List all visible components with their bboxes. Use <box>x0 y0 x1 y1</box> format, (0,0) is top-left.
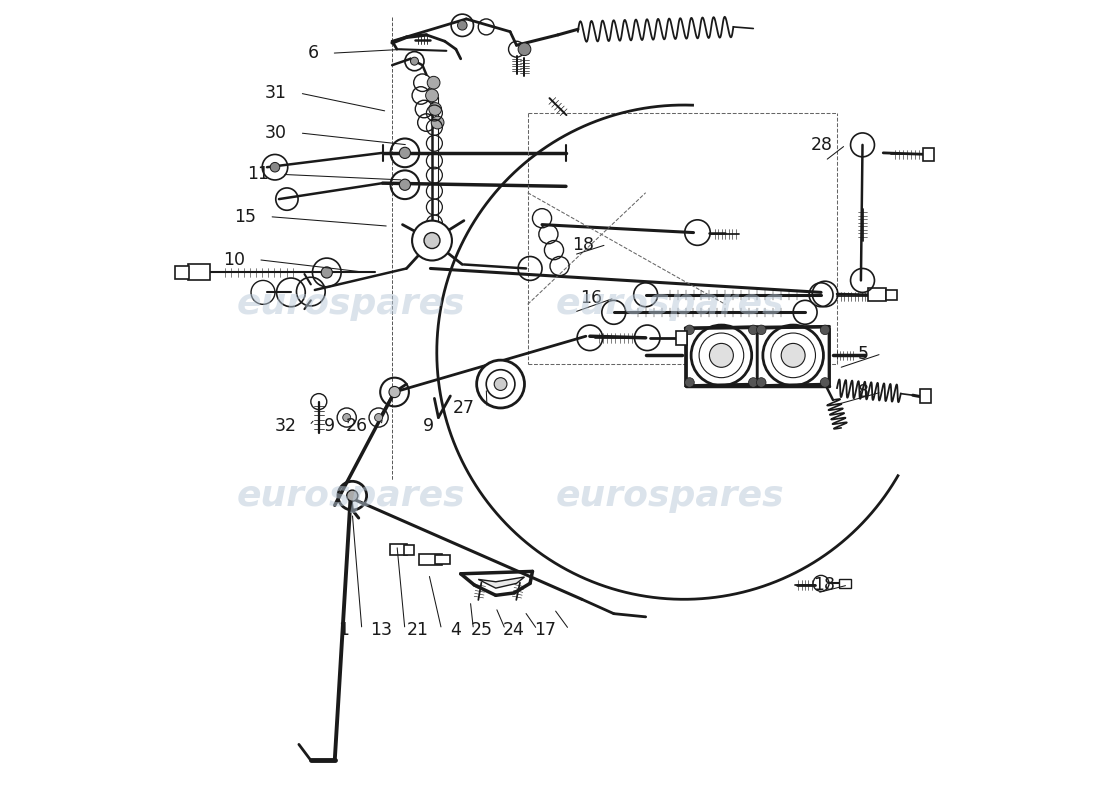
Circle shape <box>424 233 440 249</box>
Text: 25: 25 <box>471 621 493 638</box>
Text: 17: 17 <box>535 621 557 638</box>
Text: 18: 18 <box>813 576 835 594</box>
Circle shape <box>343 414 351 422</box>
Text: 24: 24 <box>503 621 525 638</box>
Bar <box>175 266 189 279</box>
Text: 18: 18 <box>572 235 594 254</box>
Circle shape <box>748 378 758 387</box>
Circle shape <box>271 162 279 172</box>
Bar <box>868 288 886 301</box>
Bar <box>886 290 896 299</box>
Text: 9: 9 <box>323 417 334 434</box>
Text: 32: 32 <box>275 417 297 434</box>
Circle shape <box>426 89 439 102</box>
Text: eurospares: eurospares <box>556 287 784 322</box>
Circle shape <box>458 21 468 30</box>
Bar <box>923 148 934 161</box>
Bar <box>419 554 441 565</box>
Circle shape <box>476 360 525 408</box>
Circle shape <box>821 378 829 387</box>
Bar <box>676 330 688 345</box>
Circle shape <box>321 267 332 278</box>
Bar <box>839 578 851 588</box>
Text: 27: 27 <box>452 399 474 417</box>
Circle shape <box>684 378 694 387</box>
Text: 31: 31 <box>265 84 287 102</box>
Polygon shape <box>478 577 525 588</box>
Bar <box>404 545 414 554</box>
Text: 9: 9 <box>424 417 434 434</box>
Text: 16: 16 <box>580 289 602 307</box>
Circle shape <box>710 343 734 367</box>
Circle shape <box>399 147 410 158</box>
Circle shape <box>781 343 805 367</box>
Circle shape <box>431 116 444 129</box>
Text: 6: 6 <box>308 44 319 62</box>
Circle shape <box>748 325 758 334</box>
Circle shape <box>684 325 694 334</box>
Text: eurospares: eurospares <box>236 478 465 513</box>
Text: 5: 5 <box>858 345 869 362</box>
Bar <box>389 544 407 555</box>
Circle shape <box>429 102 441 115</box>
Circle shape <box>821 325 829 334</box>
Text: 8: 8 <box>858 383 869 401</box>
Circle shape <box>494 378 507 390</box>
Text: 13: 13 <box>370 621 392 638</box>
Circle shape <box>518 43 531 56</box>
Circle shape <box>757 325 766 334</box>
Text: eurospares: eurospares <box>236 287 465 322</box>
Circle shape <box>375 414 383 422</box>
Bar <box>920 389 932 403</box>
Circle shape <box>410 57 418 65</box>
Circle shape <box>346 490 358 502</box>
Text: 26: 26 <box>346 417 368 434</box>
Text: 30: 30 <box>265 124 287 142</box>
Text: 11: 11 <box>248 166 270 183</box>
Text: 21: 21 <box>407 621 429 638</box>
Bar <box>436 554 450 564</box>
Text: 4: 4 <box>450 621 461 638</box>
Polygon shape <box>685 326 757 386</box>
Text: 10: 10 <box>223 250 245 269</box>
Text: 15: 15 <box>234 208 256 226</box>
Circle shape <box>757 378 766 387</box>
Text: 28: 28 <box>811 136 833 154</box>
Circle shape <box>399 179 410 190</box>
Polygon shape <box>757 326 829 386</box>
Text: 1: 1 <box>338 621 349 638</box>
Text: eurospares: eurospares <box>556 478 784 513</box>
Circle shape <box>389 386 400 398</box>
Circle shape <box>427 76 440 89</box>
Circle shape <box>412 221 452 261</box>
Bar <box>188 265 210 281</box>
